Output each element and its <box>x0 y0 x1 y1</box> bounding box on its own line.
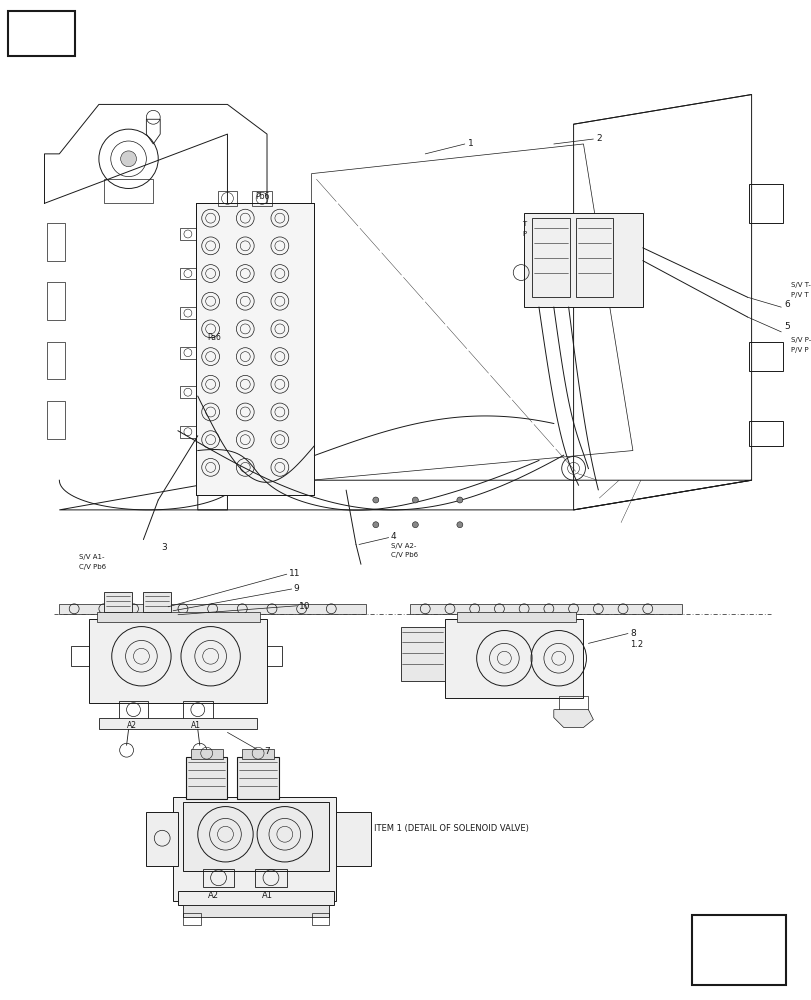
Polygon shape <box>553 710 593 727</box>
Text: C/V Pb6: C/V Pb6 <box>79 564 106 570</box>
Circle shape <box>457 522 462 528</box>
Polygon shape <box>697 920 780 980</box>
Text: P/V T: P/V T <box>790 292 808 298</box>
Bar <box>410 604 681 614</box>
Bar <box>457 612 575 622</box>
Text: Pa6: Pa6 <box>208 333 221 342</box>
Bar <box>217 191 237 206</box>
Polygon shape <box>15 21 45 47</box>
Text: T: T <box>521 221 526 227</box>
Bar <box>180 347 195 359</box>
Bar <box>523 213 642 307</box>
Bar <box>575 218 612 297</box>
Bar <box>180 228 195 240</box>
Circle shape <box>372 522 378 528</box>
Bar <box>182 913 200 925</box>
Bar <box>748 421 783 446</box>
Bar <box>47 282 65 320</box>
Text: C/V Pb6: C/V Pb6 <box>390 552 417 558</box>
Bar <box>191 749 222 759</box>
Bar <box>237 757 278 799</box>
Bar <box>47 342 65 379</box>
Circle shape <box>412 497 418 503</box>
Bar <box>97 612 260 622</box>
Bar <box>118 701 148 719</box>
Text: A2: A2 <box>127 721 136 730</box>
Bar <box>748 184 783 223</box>
Text: A1: A1 <box>191 721 200 730</box>
Bar <box>178 891 334 905</box>
Text: 8: 8 <box>629 629 635 638</box>
Bar <box>182 905 329 917</box>
Bar <box>71 646 89 666</box>
Bar <box>99 718 257 729</box>
Bar <box>8 11 75 56</box>
Bar <box>186 757 227 799</box>
Text: ITEM 1 (DETAIL OF SOLENOID VALVE): ITEM 1 (DETAIL OF SOLENOID VALVE) <box>373 824 528 833</box>
Circle shape <box>121 151 136 167</box>
Bar <box>558 696 588 711</box>
Bar <box>195 203 314 495</box>
Text: 1.2: 1.2 <box>629 640 642 649</box>
Bar <box>252 191 272 206</box>
Text: P: P <box>521 231 526 237</box>
Bar <box>180 307 195 319</box>
Polygon shape <box>146 812 178 866</box>
Polygon shape <box>12 17 51 51</box>
Bar <box>182 701 212 719</box>
Bar <box>182 802 329 871</box>
Text: 2: 2 <box>595 134 601 143</box>
Circle shape <box>372 497 378 503</box>
Text: S/V A2-: S/V A2- <box>390 543 415 549</box>
Bar <box>400 627 444 681</box>
Bar <box>531 218 569 297</box>
Text: 3: 3 <box>161 543 167 552</box>
Text: 11: 11 <box>289 569 300 578</box>
Bar <box>692 915 785 985</box>
Bar <box>173 797 336 901</box>
Circle shape <box>457 497 462 503</box>
Text: 7: 7 <box>264 747 269 756</box>
Bar <box>255 869 286 887</box>
Text: 1: 1 <box>467 139 473 148</box>
Bar <box>180 268 195 279</box>
Text: S/V P-: S/V P- <box>790 337 810 343</box>
Bar <box>444 619 583 698</box>
Text: 5: 5 <box>783 322 789 331</box>
Bar <box>104 592 131 612</box>
Polygon shape <box>336 812 371 866</box>
Bar <box>47 223 65 261</box>
Text: A2: A2 <box>208 891 218 900</box>
Text: P/V P: P/V P <box>790 347 808 353</box>
Text: 4: 4 <box>390 532 396 541</box>
Bar <box>180 386 195 398</box>
Bar <box>59 604 366 614</box>
Text: 6: 6 <box>783 300 789 309</box>
Text: 9: 9 <box>294 584 299 593</box>
Bar <box>89 619 267 703</box>
Bar <box>267 646 281 666</box>
Text: Pb6: Pb6 <box>255 192 269 201</box>
Bar <box>180 426 195 438</box>
Bar <box>748 342 783 371</box>
Circle shape <box>412 522 418 528</box>
Bar <box>144 592 171 612</box>
Bar <box>47 401 65 439</box>
Polygon shape <box>703 925 770 965</box>
Text: S/V T-: S/V T- <box>790 282 810 288</box>
Text: A1: A1 <box>262 891 272 900</box>
Text: S/V A1-: S/V A1- <box>79 554 105 560</box>
Bar <box>242 749 273 759</box>
Bar <box>104 179 153 203</box>
Bar <box>203 869 234 887</box>
Text: 10: 10 <box>298 602 310 611</box>
Bar <box>311 913 329 925</box>
Bar <box>195 203 314 495</box>
